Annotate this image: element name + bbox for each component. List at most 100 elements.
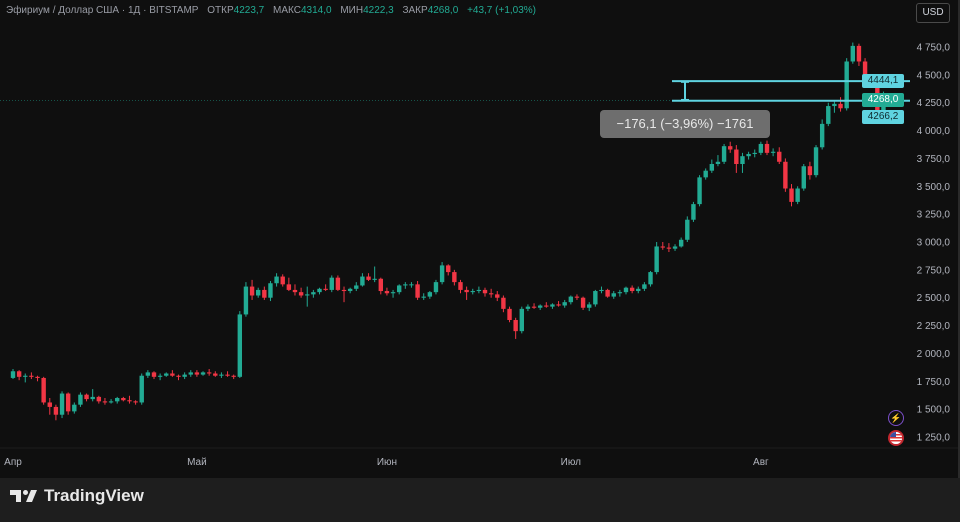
candle-up [623,287,629,293]
candle-up [72,404,77,412]
candle-down [249,286,255,296]
symbol-title: Эфириум / Доллар США · 1Д · BITSTAMP [6,5,199,16]
x-tick-label: Апр [4,457,22,468]
candle-up [850,45,856,62]
candle-down [323,288,328,290]
candle-up [145,372,151,376]
candle-down [384,291,390,294]
x-tick-label: Июн [377,457,397,468]
candle-up [642,284,647,289]
candle-down [862,61,868,82]
candle-down [292,289,298,293]
candle-up [697,177,702,205]
candle-down [605,289,610,297]
candle-up [372,278,377,280]
candle-up [525,306,531,309]
candle-up [795,188,800,202]
currency-button[interactable]: USD [916,3,950,23]
candle-down [127,400,132,402]
candle-down [280,276,285,285]
candle-up [164,373,169,376]
candle-down [789,188,794,202]
y-tick-label: 1 500,0 [917,405,951,416]
candle-up [685,219,690,240]
y-tick-label: 3 250,0 [917,210,951,221]
x-tick-label: Июл [561,457,581,468]
open-label: ОТКР [207,5,234,16]
candle-up [740,156,745,165]
candle-down [807,166,813,176]
candle-up [329,277,334,290]
x-tick-label: Май [187,457,207,468]
candle-down [170,373,175,376]
candle-down [531,306,537,308]
candle-down [666,247,672,249]
candle-up [256,289,261,296]
candle-down [151,372,157,377]
candle-up [587,304,592,308]
candle-up [611,293,616,297]
candle-up [403,284,408,286]
y-tick-label: 3 500,0 [917,182,951,193]
lightning-icon[interactable]: ⚡ [888,410,904,426]
candle-up [709,164,715,171]
candle-down [446,265,451,273]
y-tick-label: 3 750,0 [917,154,951,165]
y-tick-label: 2 000,0 [917,349,951,360]
y-tick-label: 1 750,0 [917,377,951,388]
candlestick-chart[interactable]: 1 250,0 1 500,0 1 750,0 2 000,0 2 250,0 2 500… [0,0,960,478]
candle-down [464,289,469,293]
candle-down [513,320,518,332]
candle-up [636,288,641,292]
price-label-upper: 4444,1 [862,74,904,88]
candle-up [237,314,243,377]
y-tick-label: 3 000,0 [917,238,951,249]
candle-up [648,272,653,285]
candle-down [415,284,420,298]
candle-down [341,289,347,292]
tradingview-logo[interactable]: TradingView [10,486,144,506]
candle-up [157,375,163,377]
candle-down [41,377,46,403]
candle-up [599,289,604,292]
candle-up [703,170,708,178]
y-tick-label: 2 500,0 [917,293,951,304]
candle-up [59,393,65,415]
candle-up [268,283,273,298]
candle-up [654,246,659,273]
candle-down [856,45,862,62]
candle-down [764,143,770,153]
brand-name: TradingView [44,486,144,505]
candle-up [10,371,16,378]
candle-up [770,151,776,153]
measure-result-label: −176,1 (−3,96%) −1761 [600,110,770,138]
candle-up [678,239,684,247]
candle-up [317,288,322,293]
candle-down [544,305,549,307]
candle-up [617,292,623,294]
candle-up [274,276,279,284]
candle-up [354,285,359,289]
candle-up [396,285,402,293]
candle-up [90,396,95,400]
candle-up [476,289,482,292]
candle-down [838,103,843,109]
x-tick-label: Авг [753,457,769,468]
candle-up [721,146,727,162]
price-label-lower: 4266,2 [862,110,904,124]
candle-up [470,291,475,293]
y-tick-label: 4 500,0 [917,70,951,81]
candle-up [347,288,353,292]
candle-down [574,296,580,298]
candle-up [801,166,806,189]
candle-down [488,293,494,295]
high-value: 4314,0 [300,5,332,16]
candle-down [452,272,457,283]
us-flag-icon[interactable] [888,430,904,446]
candle-up [115,398,120,402]
candle-down [501,297,506,309]
candle-up [439,265,445,283]
candle-down [176,375,181,377]
chart-pane[interactable]: 1 250,0 1 500,0 1 750,0 2 000,0 2 250,0 2 500… [0,0,960,478]
footer: TradingView [0,478,960,522]
